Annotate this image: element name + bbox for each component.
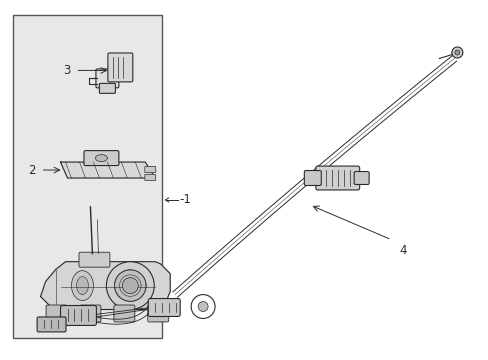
Ellipse shape bbox=[95, 154, 107, 162]
FancyBboxPatch shape bbox=[80, 305, 101, 322]
Polygon shape bbox=[13, 15, 161, 338]
FancyBboxPatch shape bbox=[84, 150, 119, 166]
FancyBboxPatch shape bbox=[147, 305, 168, 322]
FancyBboxPatch shape bbox=[99, 84, 115, 93]
Circle shape bbox=[454, 50, 459, 55]
Text: 4: 4 bbox=[399, 244, 406, 257]
FancyBboxPatch shape bbox=[144, 175, 156, 180]
FancyBboxPatch shape bbox=[304, 171, 321, 185]
FancyBboxPatch shape bbox=[108, 53, 133, 82]
Circle shape bbox=[122, 278, 138, 293]
Circle shape bbox=[106, 262, 154, 310]
Polygon shape bbox=[61, 162, 155, 178]
FancyBboxPatch shape bbox=[37, 317, 66, 332]
Circle shape bbox=[198, 302, 208, 311]
FancyBboxPatch shape bbox=[46, 305, 67, 322]
Text: 3: 3 bbox=[63, 64, 70, 77]
Text: -1: -1 bbox=[179, 193, 191, 206]
Circle shape bbox=[451, 47, 462, 58]
Polygon shape bbox=[41, 262, 170, 310]
FancyBboxPatch shape bbox=[315, 166, 359, 190]
FancyBboxPatch shape bbox=[148, 298, 180, 316]
FancyBboxPatch shape bbox=[79, 252, 110, 267]
FancyBboxPatch shape bbox=[96, 69, 119, 88]
Ellipse shape bbox=[76, 276, 88, 294]
Circle shape bbox=[114, 270, 146, 302]
Text: 2: 2 bbox=[28, 163, 36, 176]
FancyBboxPatch shape bbox=[144, 167, 156, 172]
FancyBboxPatch shape bbox=[353, 171, 368, 184]
FancyBboxPatch shape bbox=[114, 305, 135, 322]
FancyBboxPatch shape bbox=[61, 306, 96, 325]
Ellipse shape bbox=[71, 271, 93, 301]
